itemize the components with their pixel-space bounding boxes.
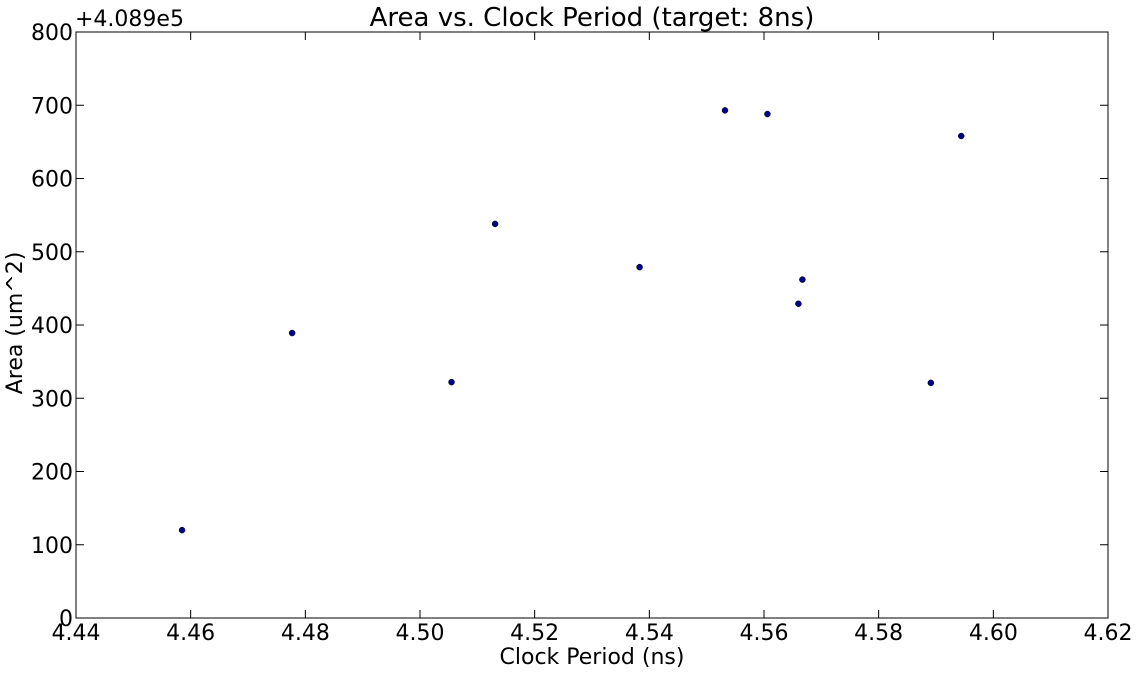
- data-point: [799, 276, 806, 283]
- x-tick-label: 4.60: [969, 621, 1018, 646]
- x-tick-label: 4.56: [740, 621, 789, 646]
- y-axis-label: Area (um^2): [3, 252, 28, 395]
- data-point: [491, 220, 499, 228]
- plot-frame: [75, 31, 1109, 619]
- x-tick-label: 4.52: [510, 621, 559, 646]
- y-tick-label: 0: [59, 607, 73, 632]
- x-tick-label: 4.46: [166, 621, 215, 646]
- data-point: [636, 263, 643, 271]
- x-tick-label: 4.50: [396, 621, 445, 646]
- y-tick-label: 200: [31, 461, 73, 486]
- chart-title: Area vs. Clock Period (target: 8ns): [370, 3, 815, 33]
- y-tick-label: 400: [31, 314, 73, 339]
- y-tick-label: 500: [31, 241, 73, 266]
- x-axis-label: Clock Period (ns): [500, 645, 685, 670]
- x-tick-label: 4.54: [625, 621, 674, 646]
- x-tick-label: 4.62: [1084, 621, 1133, 646]
- x-tick-label: 4.48: [281, 621, 330, 646]
- y-tick-label: 800: [31, 21, 73, 46]
- data-point: [957, 132, 965, 140]
- data-points: [178, 107, 965, 534]
- axis-ticks: 4.44 4.46 4.48 4.50 4.52 4.54 4.56 4.58 4.60 4.62…: [31, 21, 1132, 646]
- data-point: [721, 107, 729, 114]
- data-point: [927, 379, 935, 387]
- x-tick-label: 4.58: [854, 621, 903, 646]
- data-point: [764, 110, 771, 118]
- x-tick-label: 4.44: [52, 621, 101, 646]
- y-tick-label: 100: [31, 534, 73, 559]
- data-point: [178, 526, 186, 534]
- y-axis-offset-label: +4.089e5: [75, 7, 184, 32]
- data-point: [288, 329, 296, 337]
- y-tick-label: 300: [31, 387, 73, 412]
- data-point: [795, 300, 802, 308]
- y-tick-label: 700: [31, 94, 73, 119]
- y-tick-label: 600: [31, 168, 73, 193]
- data-point: [448, 378, 455, 386]
